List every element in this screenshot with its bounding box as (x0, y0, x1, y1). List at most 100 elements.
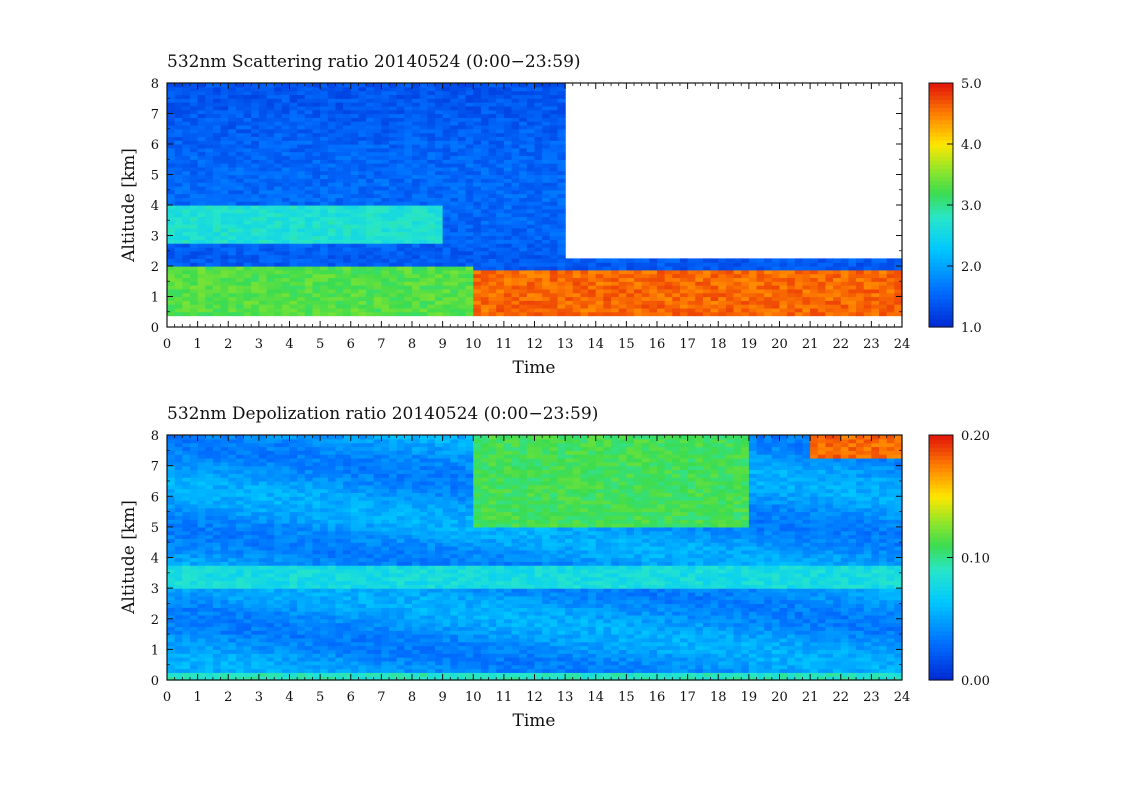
heatmap-cell (220, 637, 229, 643)
heatmap-cell (511, 300, 520, 305)
heatmap-cell (167, 572, 176, 578)
heatmap-cell (542, 281, 551, 286)
heatmap-cell (174, 580, 183, 585)
heatmap-cell (488, 144, 497, 149)
heatmap-cell (220, 185, 229, 191)
heatmap-cell (511, 98, 520, 103)
heatmap-cell (672, 288, 681, 294)
heatmap-cell (457, 205, 467, 210)
heatmap-cell (503, 128, 513, 134)
heatmap-cell (304, 151, 314, 157)
heatmap-cell (381, 178, 390, 183)
heatmap-cell (243, 469, 252, 474)
heatmap-cell (174, 546, 183, 551)
heatmap-cell (228, 83, 237, 88)
heatmap-cell (243, 136, 252, 141)
heatmap-cell (886, 273, 895, 279)
heatmap-cell (366, 193, 375, 198)
heatmap-cell (373, 227, 382, 233)
heatmap-cell (534, 231, 543, 237)
heatmap-cell (457, 174, 467, 179)
heatmap-cell (457, 201, 467, 206)
heatmap-cell (626, 307, 635, 313)
heatmap-cell (412, 124, 421, 130)
heatmap-cell (519, 193, 528, 198)
heatmap-cell (480, 201, 490, 206)
heatmap-cell (366, 197, 375, 202)
heatmap-cell (174, 296, 183, 301)
heatmap-cell (848, 277, 857, 282)
heatmap-cell (189, 622, 199, 628)
heatmap-cell (281, 90, 291, 96)
heatmap-cell (450, 109, 459, 115)
heatmap-cell (404, 109, 413, 115)
heatmap-cell (320, 163, 329, 168)
heatmap-cell (220, 457, 229, 463)
heatmap-cell (534, 243, 543, 248)
heatmap-cell (243, 561, 252, 566)
heatmap-cell (304, 90, 314, 96)
heatmap-cell (442, 300, 451, 305)
heatmap-cell (281, 83, 291, 88)
heatmap-cell (350, 292, 360, 298)
heatmap-cell (189, 557, 199, 562)
heatmap-cell (488, 224, 497, 229)
heatmap-cell (174, 503, 183, 509)
heatmap-cell (167, 538, 176, 543)
heatmap-cell (457, 86, 467, 92)
heatmap-cell (373, 285, 382, 290)
heatmap-cell (488, 102, 497, 107)
heatmap-cell (335, 224, 344, 229)
heatmap-cell (220, 676, 229, 681)
heatmap-cell (289, 224, 298, 229)
heatmap-cell (450, 193, 459, 198)
heatmap-cell (588, 258, 597, 263)
heatmap-cell (182, 645, 191, 650)
heatmap-cell (327, 205, 337, 210)
heatmap-cell (381, 189, 390, 195)
heatmap-cell (212, 124, 222, 130)
heatmap-cell (251, 307, 260, 313)
heatmap-cell (404, 185, 413, 191)
heatmap-cell (320, 292, 329, 298)
heatmap-cell (350, 109, 360, 115)
heatmap-cell (825, 300, 834, 305)
heatmap-cell (281, 105, 291, 111)
heatmap-cell (389, 205, 398, 210)
heatmap-cell (327, 235, 337, 240)
heatmap-cell (557, 124, 566, 130)
heatmap-cell (182, 128, 191, 134)
heatmap-cell (189, 235, 199, 240)
heatmap-cell (350, 300, 360, 305)
heatmap-cell (174, 117, 183, 122)
heatmap-cell (511, 201, 520, 206)
heatmap-cell (327, 300, 337, 305)
heatmap-cell (419, 212, 428, 218)
heatmap-cell (626, 266, 635, 271)
heatmap-cell (810, 296, 819, 301)
heatmap-cell (205, 599, 214, 605)
heatmap-cell (526, 147, 536, 153)
heatmap-cell (205, 477, 214, 482)
heatmap-cell (434, 262, 444, 267)
heatmap-cell (871, 292, 880, 298)
heatmap-cell (580, 296, 589, 301)
heatmap-cell (228, 262, 237, 267)
heatmap-cell (863, 277, 872, 282)
heatmap-cell (251, 500, 260, 505)
heatmap-cell (304, 205, 314, 210)
heatmap-cell (197, 300, 206, 305)
heatmap-cell (320, 307, 329, 313)
heatmap-cell (251, 285, 260, 290)
heatmap-cell (312, 174, 321, 179)
heatmap-cell (526, 292, 536, 298)
heatmap-cell (511, 231, 520, 237)
heatmap-cell (220, 503, 229, 509)
heatmap-cell (879, 281, 888, 286)
heatmap-cell (503, 86, 513, 92)
heatmap-cell (396, 170, 405, 176)
heatmap-cell (756, 266, 765, 271)
heatmap-cell (580, 304, 589, 309)
heatmap-cell (358, 212, 367, 218)
heatmap-cell (212, 461, 222, 467)
